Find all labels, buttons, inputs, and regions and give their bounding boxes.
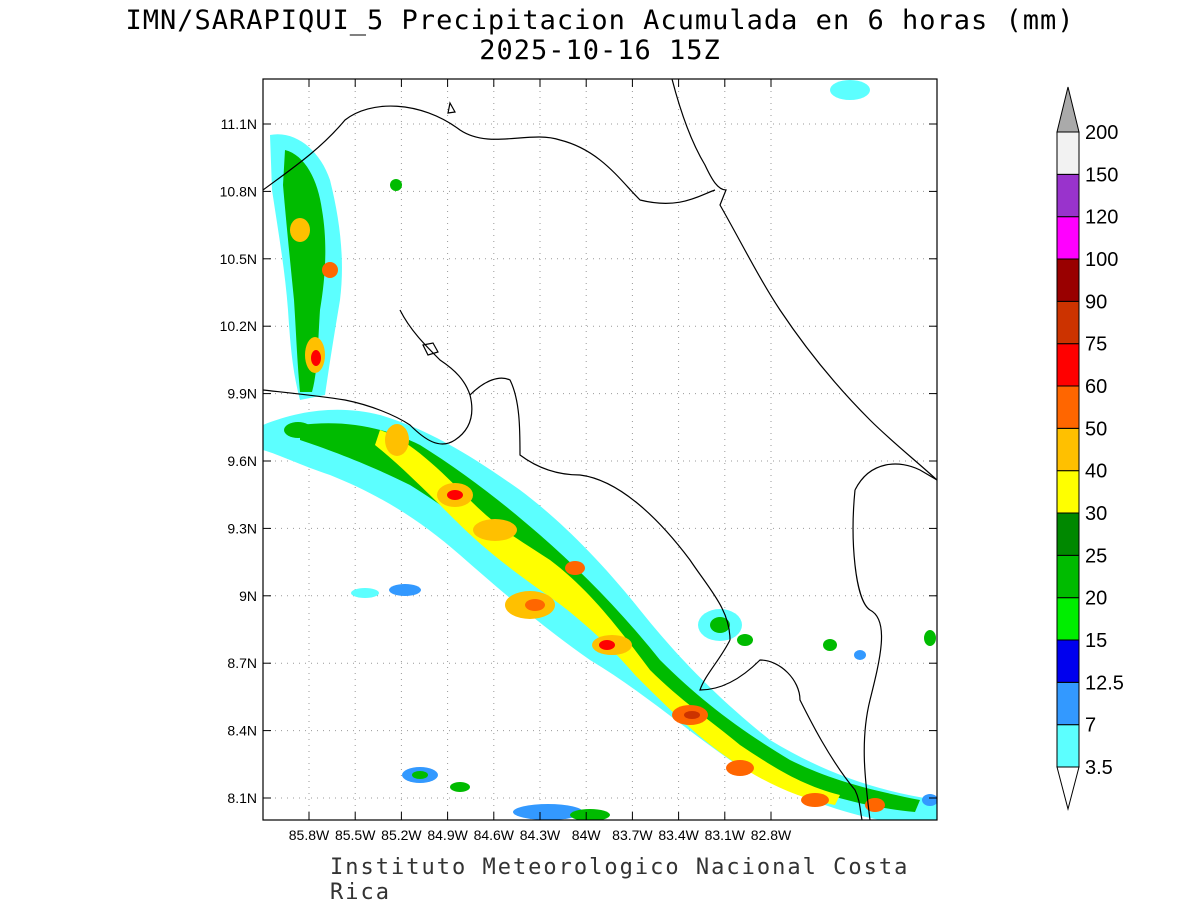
colorbar-box (1056, 597, 1080, 641)
colorbar-box (1056, 216, 1080, 260)
lon-tick-label: 84.9W (427, 827, 468, 843)
colorbar-label: 90 (1085, 291, 1107, 313)
lat-tick-label: 10.5N (220, 251, 257, 267)
colorbar: 3.5 7 12.5 15 20 25 30 40 50 60 75 90 100 120 150 200 (1056, 86, 1124, 811)
colorbar-box (1056, 427, 1080, 472)
colorbar-box (1056, 300, 1080, 345)
coast-nicaragua-caribbean (671, 79, 937, 481)
colorbar-label: 20 (1085, 588, 1107, 610)
colorbar-label: 200 (1085, 122, 1118, 144)
precip-band-mid (300, 423, 920, 812)
colorbar-label: 3.5 (1085, 757, 1113, 779)
precipitation-field (263, 80, 937, 820)
colorbar-box (1056, 470, 1080, 514)
coastlines (263, 79, 937, 820)
colorbar-label: 150 (1085, 164, 1118, 186)
border-panama (852, 463, 937, 820)
lon-tick-label: 83.4W (658, 827, 699, 843)
colorbar-label: 12.5 (1085, 672, 1124, 694)
colorbar-label: 120 (1085, 207, 1118, 229)
lon-tick-label: 84.6W (474, 827, 515, 843)
lat-tick-label: 10.8N (220, 183, 257, 199)
latitude-axis: 11.1N 10.8N 10.5N 10.2N 9.9N 9.6N 9.3N 9N 8.7N 8.… (220, 116, 937, 806)
colorbar-box (1056, 554, 1080, 599)
lon-tick-label: 85.5W (335, 827, 376, 843)
map-title: IMN/SARAPIQUI_5 Precipitacion Acumulada … (125, 5, 1075, 36)
island-coast (422, 342, 439, 356)
colorbar-label: 30 (1085, 503, 1107, 525)
lat-tick-label: 9.3N (227, 520, 257, 536)
colorbar-label: 50 (1085, 418, 1107, 440)
lat-tick-label: 8.4N (227, 723, 257, 739)
colorbar-label: 15 (1085, 630, 1107, 652)
lat-tick-label: 8.1N (227, 790, 257, 806)
lon-tick-label: 83.7W (612, 827, 653, 843)
colorbar-box (1056, 258, 1080, 302)
lon-tick-label: 82.8W (751, 827, 792, 843)
colorbar-label: 75 (1085, 334, 1107, 356)
coast-osa (699, 639, 863, 820)
colorbar-box (1056, 385, 1080, 429)
colorbar-label: 7 (1085, 715, 1096, 737)
colorbar-box (1056, 343, 1080, 387)
map-valid-time: 2025-10-16 15Z (479, 35, 721, 66)
border-nicaragua-costa-rica (263, 105, 716, 204)
colorbar-box (1056, 173, 1080, 218)
colorbar-over-triangle (1056, 86, 1080, 133)
lon-tick-label: 85.8W (289, 827, 330, 843)
colorbar-under-triangle (1056, 766, 1080, 811)
coast-pacific-central (469, 377, 731, 641)
colorbar-label: 25 (1085, 545, 1107, 567)
lon-tick-label: 85.2W (381, 827, 422, 843)
lat-tick-label: 9N (239, 588, 257, 604)
lake-nicaragua-edge (447, 101, 456, 114)
lon-tick-label: 83.1W (705, 827, 746, 843)
colorbar-box (1056, 724, 1080, 768)
lon-tick-label: 84.3W (520, 827, 561, 843)
lon-tick-label: 84W (572, 827, 602, 843)
colorbar-box (1056, 639, 1080, 683)
colorbar-label: 100 (1085, 249, 1118, 271)
lat-tick-label: 10.2N (220, 318, 257, 334)
colorbar-label: 40 (1085, 461, 1107, 483)
credit-text: Instituto Meteorologico Nacional Costa R… (330, 855, 910, 905)
colorbar-label: 60 (1085, 376, 1107, 398)
lat-tick-label: 11.1N (221, 116, 257, 132)
lat-tick-label: 9.6N (227, 453, 257, 469)
coast-nicoya (263, 309, 473, 445)
lat-tick-label: 9.9N (227, 386, 257, 402)
colorbar-box (1056, 131, 1080, 175)
longitude-axis: 85.8W 85.5W 85.2W 84.9W 84.6W 84.3W 84W 83.7W 83… (289, 79, 792, 843)
lat-tick-label: 8.7N (227, 655, 257, 671)
colorbar-box (1056, 512, 1080, 556)
colorbar-box (1056, 681, 1080, 726)
map-border (262, 78, 938, 821)
